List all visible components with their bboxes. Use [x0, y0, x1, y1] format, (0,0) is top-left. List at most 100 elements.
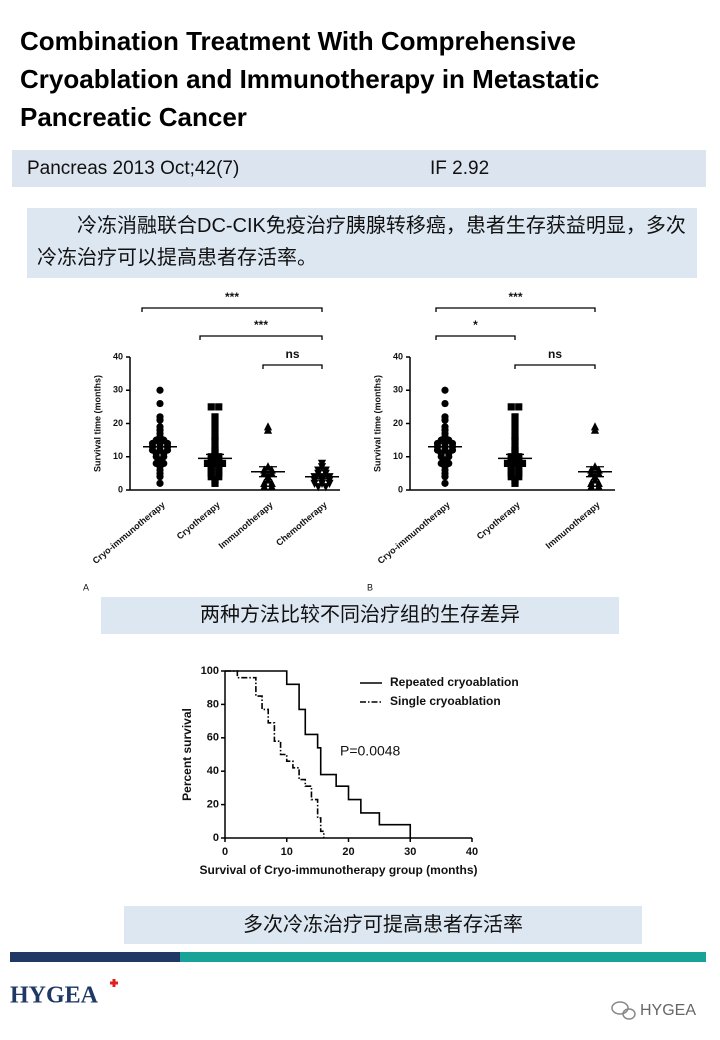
data-point [156, 479, 164, 487]
significance-bracket [514, 364, 596, 369]
data-point [518, 459, 527, 467]
error-bar [586, 466, 604, 478]
data-point [441, 473, 449, 481]
y-tick-label: 100 [201, 665, 219, 677]
data-point [207, 403, 215, 411]
data-point [260, 482, 269, 491]
y-tick-label: 20 [207, 799, 219, 811]
data-point [515, 473, 523, 481]
significance-label: ns [285, 347, 299, 361]
y-axis-label: Percent survival [180, 708, 194, 801]
data-point [503, 459, 512, 467]
panel-label: B [367, 582, 373, 592]
x-tick-label: Cryo-immunotherapy [91, 500, 167, 566]
wechat-icon [611, 1001, 636, 1020]
data-point [511, 479, 519, 487]
error-bar [151, 442, 169, 452]
data-point [511, 419, 519, 428]
y-tick-label: 30 [393, 385, 403, 395]
data-point [590, 475, 600, 484]
significance-bracket [262, 364, 323, 369]
data-point [310, 479, 319, 488]
x-tick-label: Cryotherapy [475, 500, 522, 542]
y-tick-label: 40 [207, 765, 219, 777]
data-point [207, 473, 215, 481]
significance-bracket [435, 307, 596, 312]
x-tick-label: Cryotherapy [175, 500, 222, 542]
y-tick-label: 30 [113, 385, 123, 395]
error-bar [436, 442, 454, 452]
citation-bar: Pancreas 2013 Oct;42(7) IF 2.92 [12, 150, 706, 187]
y-tick-label: 40 [113, 351, 123, 361]
data-point [325, 479, 334, 488]
journal: Pancreas 2013 Oct;42(7) [27, 158, 240, 179]
caption: 多次冷冻治疗可提高患者存活率 [124, 906, 642, 944]
data-point [587, 468, 596, 477]
significance-label: *** [225, 290, 239, 304]
significance-bracket [199, 335, 323, 340]
data-point [441, 399, 449, 408]
data-point [156, 386, 164, 394]
significance-bracket [435, 335, 516, 340]
data-point [156, 473, 164, 481]
y-axis-label: Survival time (months) [372, 375, 382, 472]
data-point [441, 386, 449, 394]
y-tick-label: 0 [398, 484, 403, 494]
x-tick-label: 40 [466, 846, 478, 858]
data-point [507, 473, 515, 481]
y-tick-label: 60 [207, 732, 219, 744]
caption: 两种方法比较不同治疗组的生存差异 [101, 597, 619, 634]
data-point [441, 416, 449, 424]
logo: HYGEA [10, 983, 99, 1009]
y-axis-label: Survival time (months) [92, 375, 102, 472]
data-point [594, 468, 603, 477]
x-tick-label: Immunotherapy [544, 500, 602, 551]
data-point [317, 479, 327, 488]
data-point [267, 468, 276, 477]
impact-factor: IF 2.92 [430, 158, 490, 179]
data-point [314, 469, 323, 478]
footer-bar [10, 952, 180, 962]
significance-bracket [141, 307, 323, 312]
data-point [515, 403, 523, 411]
error-bar [206, 453, 224, 464]
error-bar [313, 474, 331, 480]
data-point [211, 436, 219, 444]
survival-curve [225, 670, 412, 838]
y-tick-label: 20 [393, 418, 403, 428]
data-point [515, 456, 523, 464]
significance-label: ns [548, 347, 562, 361]
data-point [511, 426, 519, 434]
data-point [263, 475, 273, 484]
x-tick-label: Cryo-immunotherapy [376, 500, 452, 566]
significance-label: *** [508, 290, 522, 304]
x-tick-label: 0 [222, 846, 228, 858]
data-point [317, 463, 327, 472]
data-point [511, 449, 519, 458]
data-point [587, 482, 596, 491]
y-tick-label: 0 [213, 832, 219, 844]
data-point [215, 456, 223, 464]
y-tick-label: 40 [393, 351, 403, 361]
summary-box: 冷冻消融联合DC-CIK免疫治疗胰腺转移癌，患者生存获益明显，多次冷冻治疗可以提… [27, 208, 697, 278]
data-point [211, 426, 219, 434]
data-point [211, 479, 219, 487]
data-point [263, 425, 273, 434]
watermark: HYGEA [640, 1002, 696, 1019]
data-point [590, 425, 600, 434]
data-point [511, 459, 519, 467]
data-point [211, 449, 219, 458]
x-axis-label: Survival of Cryo-immunotherapy group (mo… [199, 863, 477, 877]
panel-label: A [83, 582, 89, 592]
x-tick-label: 30 [404, 846, 416, 858]
data-point [218, 459, 227, 467]
significance-label: * [473, 318, 478, 332]
y-tick-label: 0 [118, 484, 123, 494]
error-bar [506, 453, 524, 464]
footer-bar [180, 952, 706, 962]
slide-title: Combination Treatment With Comprehensive… [20, 26, 600, 132]
data-point [211, 419, 219, 428]
y-tick-label: 10 [393, 451, 403, 461]
